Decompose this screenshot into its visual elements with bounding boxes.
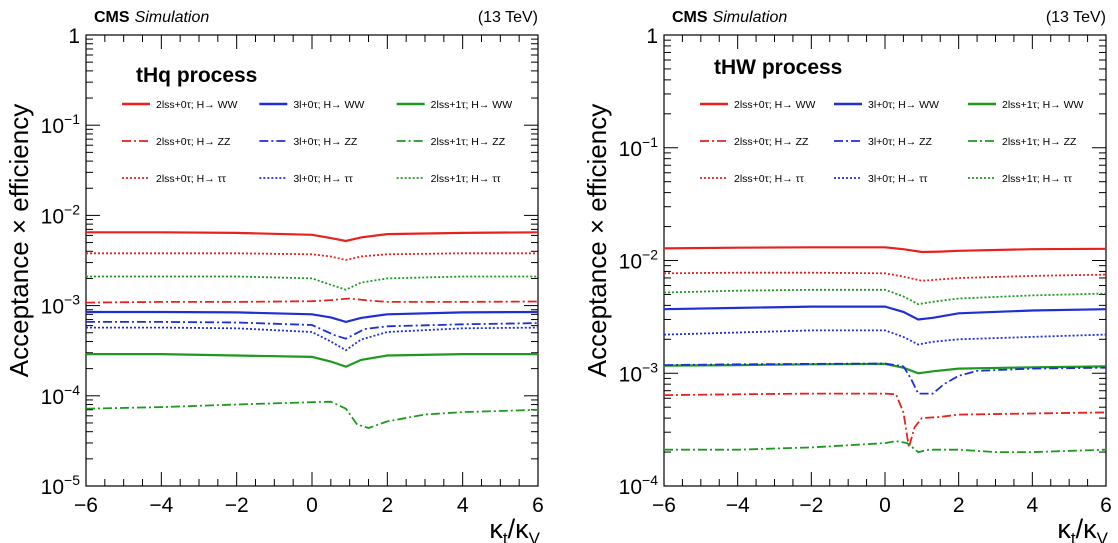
energy-label: (13 TeV) [478, 9, 538, 26]
series-line [85, 297, 539, 304]
series-line [663, 329, 1107, 346]
y-tick-label: 10−3 [41, 292, 81, 319]
series-line [86, 321, 539, 340]
y-tick-label: 10−4 [619, 472, 659, 499]
legend-label: 2lss+0τ; H→ ZZ [156, 136, 231, 148]
x-tick-label: 2 [953, 494, 965, 517]
series-line [86, 252, 538, 261]
x-tick-label: 4 [457, 494, 469, 517]
legend-label: 2lss+0τ; H→ ZZ [734, 136, 809, 148]
legend-label: 3l+0τ; H→ ττ [868, 173, 928, 185]
series-line [663, 362, 1107, 395]
y-tick-label: 1 [68, 25, 80, 48]
panel-label: CMS Simulation [94, 9, 209, 26]
series-line [663, 305, 1107, 321]
x-tick-label: −6 [652, 494, 676, 517]
y-tick-label: 10−1 [41, 111, 81, 138]
y-tick-label: 10−3 [619, 359, 659, 386]
y-axis-label: Acceptance × efficiency [582, 104, 612, 377]
legend-label: 2lss+1τ; H→ ZZ [1002, 136, 1077, 148]
panel-label: CMS Simulation [672, 9, 787, 26]
chart-panel-1: −6 −4 −2 0 2 4 6 10−4 10−3 10−2 10−1 1 CMS Simulation… [582, 9, 1112, 543]
legend-label: 2lss+1τ; H→ WW [431, 99, 513, 111]
series-group [85, 231, 539, 429]
legend-label: 2lss+1τ; H→ ZZ [431, 136, 506, 148]
series-line [663, 271, 1107, 282]
legend-label: 2lss+1τ; H→ WW [1002, 99, 1084, 111]
series-line [663, 288, 1107, 306]
x-axis-label: κt/κV [1057, 514, 1108, 543]
energy-label: (13 TeV) [1046, 9, 1106, 26]
series-line [86, 310, 539, 324]
series-line [663, 392, 1107, 448]
x-tick-label: 0 [306, 494, 318, 517]
legend-label: 3l+0τ; H→ ZZ [293, 136, 358, 148]
legend-label: 2lss+0τ; H→ ττ [156, 173, 227, 185]
x-tick-label: 6 [1100, 494, 1112, 517]
legend-label: 3l+0τ; H→ WW [293, 99, 364, 111]
x-tick-label: −2 [225, 494, 249, 517]
x-tick-label: 2 [381, 494, 393, 517]
x-tick-label: 4 [1026, 494, 1038, 517]
x-tick-label: −2 [799, 494, 823, 517]
series-group [663, 246, 1107, 454]
series-line [86, 231, 539, 243]
chart-panel-0: −6 −4 −2 0 2 4 6 10−5 10−4 10−3 10−2 10−1 1 CMS Simula… [4, 9, 544, 543]
series-line [664, 440, 1107, 454]
y-tick-label: 1 [646, 25, 658, 48]
legend-label: 2lss+0τ; H→ WW [734, 99, 816, 111]
y-tick-label: 10−1 [619, 134, 659, 161]
x-tick-label: −4 [149, 494, 173, 517]
legend-label: 2lss+0τ; H→ WW [156, 99, 238, 111]
legend-label: 2lss+0τ; H→ ττ [734, 173, 805, 185]
y-tick-label: 10−2 [619, 247, 659, 274]
process-label: tHq process [136, 64, 257, 87]
x-tick-label: 6 [532, 494, 544, 517]
y-axis-label: Acceptance × efficiency [4, 104, 34, 377]
series-line [86, 326, 539, 352]
series-line [663, 246, 1107, 254]
series-line [85, 400, 539, 429]
series-line [86, 353, 538, 368]
x-tick-label: −4 [726, 494, 750, 517]
y-tick-label: 10−2 [41, 201, 81, 228]
x-tick-label: −6 [74, 494, 98, 517]
x-tick-label: 0 [879, 494, 891, 517]
process-label: tHW process [714, 56, 842, 79]
series-line [86, 275, 538, 291]
legend-label: 3l+0τ; H→ ZZ [868, 136, 933, 148]
y-tick-label: 10−5 [41, 472, 81, 499]
legend-label: 3l+0τ; H→ WW [868, 99, 939, 111]
legend-label: 2lss+1τ; H→ ττ [431, 173, 502, 185]
x-axis-label: κt/κV [489, 514, 540, 543]
y-tick-label: 10−4 [41, 382, 81, 409]
legend-label: 3l+0τ; H→ ττ [293, 173, 353, 185]
legend-label: 2lss+1τ; H→ ττ [1002, 173, 1073, 185]
